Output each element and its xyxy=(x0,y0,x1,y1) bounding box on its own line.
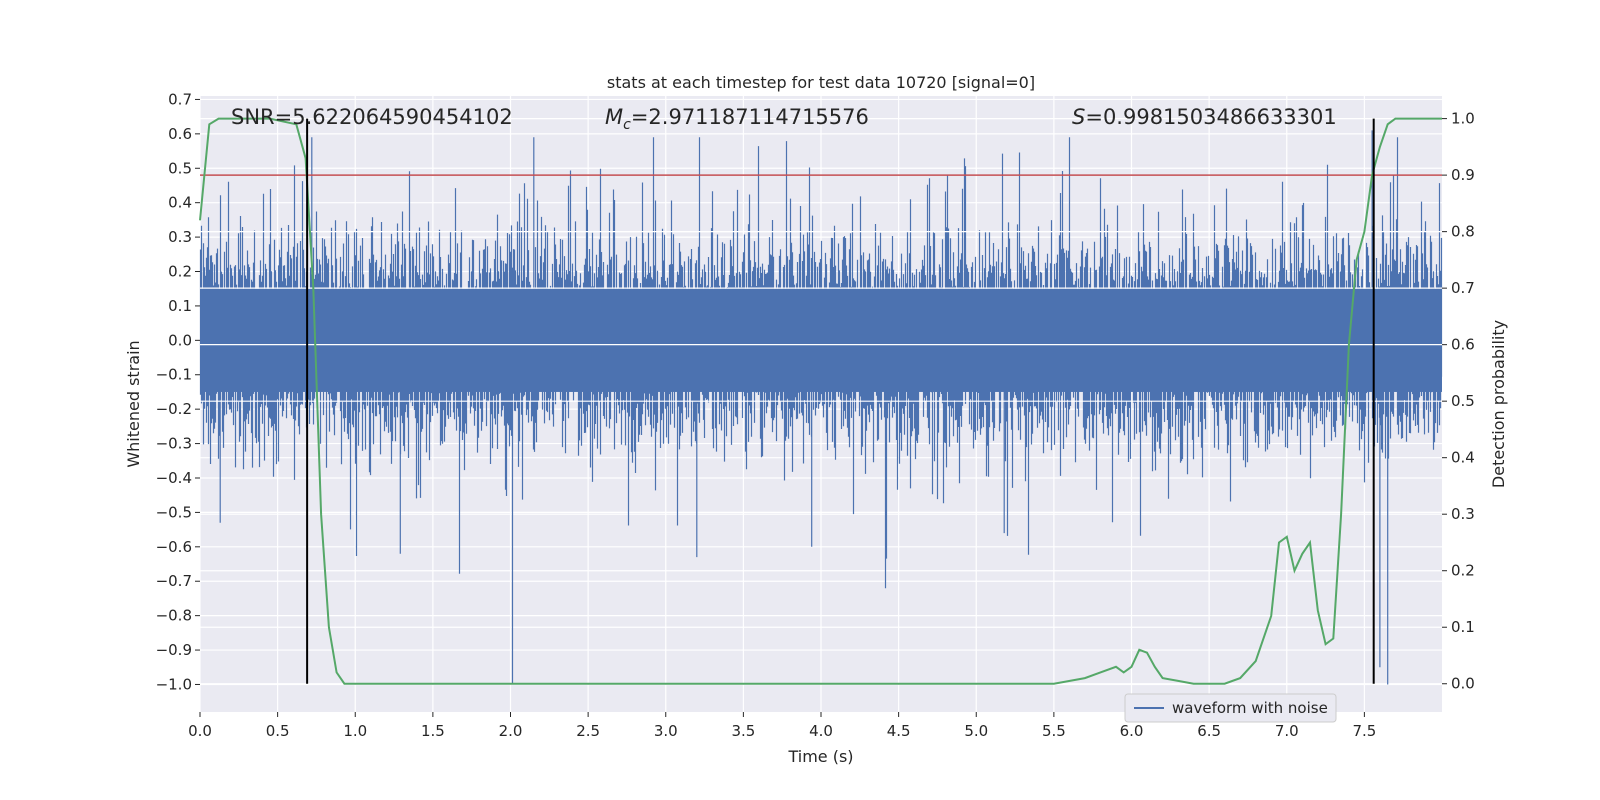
mc-symbol: M xyxy=(605,105,623,129)
y-tick-label-left: −0.5 xyxy=(156,503,192,521)
y-tick-label-left: −0.4 xyxy=(156,469,192,487)
x-tick-label: 4.0 xyxy=(809,722,833,740)
x-tick-label: 7.5 xyxy=(1352,722,1376,740)
x-axis-label: Time (s) xyxy=(787,747,853,766)
y-tick-label-right: 0.1 xyxy=(1451,618,1475,636)
y-tick-label-left: −0.8 xyxy=(156,607,192,625)
x-tick-label: 3.5 xyxy=(731,722,755,740)
legend-label: waveform with noise xyxy=(1172,699,1328,717)
y-tick-label-left: 0.0 xyxy=(168,331,192,349)
y-tick-label-left: −0.3 xyxy=(156,435,192,453)
y-tick-label-left: 0.7 xyxy=(168,90,192,108)
x-tick-label: 1.0 xyxy=(343,722,367,740)
x-tick-label: 0.0 xyxy=(188,722,212,740)
probability-line xyxy=(199,117,1442,685)
x-tick-label: 2.5 xyxy=(576,722,600,740)
y-tick-label-left: 0.5 xyxy=(168,159,192,177)
s-annotation: S=0.9981503486633301 xyxy=(1072,105,1337,129)
y-tick-label-left: −0.6 xyxy=(156,538,192,556)
x-tick-label: 3.0 xyxy=(654,722,678,740)
mc-subscript: c xyxy=(623,117,631,133)
s-value: =0.9981503486633301 xyxy=(1085,105,1336,129)
y-tick-label-right: 0.7 xyxy=(1451,279,1475,297)
x-tick-label: 6.0 xyxy=(1120,722,1144,740)
chart-title: stats at each timestep for test data 107… xyxy=(607,73,1035,92)
waveform-body xyxy=(200,288,1442,392)
y-tick-label-right: 1.0 xyxy=(1451,110,1475,128)
x-tick-label: 7.0 xyxy=(1275,722,1299,740)
y-tick-label-left: −1.0 xyxy=(156,675,192,693)
mc-annotation: Mc=2.971187114715576 xyxy=(605,105,869,133)
y-tick-label-left: 0.2 xyxy=(168,263,192,281)
y-tick-label-right: 0.2 xyxy=(1451,562,1475,580)
y-tick-label-right: 0.8 xyxy=(1451,223,1475,241)
y-tick-label-left: 0.3 xyxy=(168,228,192,246)
legend-box xyxy=(1124,693,1337,723)
mc-value: =2.971187114715576 xyxy=(631,105,869,129)
y-tick-label-right: 0.0 xyxy=(1451,675,1475,693)
x-tick-label: 4.5 xyxy=(887,722,911,740)
s-symbol: S xyxy=(1072,105,1085,129)
y-axis-label-right: Detection probability xyxy=(1489,320,1508,488)
y-tick-label-left: 0.4 xyxy=(168,194,192,212)
y-tick-label-left: 0.1 xyxy=(168,297,192,315)
x-tick-label: 6.5 xyxy=(1197,722,1221,740)
y-tick-label-right: 0.4 xyxy=(1451,449,1475,467)
y-axis-label-left: Whitened strain xyxy=(124,340,143,467)
waveform-series xyxy=(199,130,1443,685)
y-tick-label-left: 0.6 xyxy=(168,125,192,143)
x-tick-label: 1.5 xyxy=(421,722,445,740)
axes: 0.0 0.5 1.0 1.5 2.0 2.5 3.0 3.5 4.0 4.5 5.0 5.5 6.0 6… xyxy=(156,90,1475,740)
x-tick-label: 5.5 xyxy=(1042,722,1066,740)
y-tick-label-right: 0.6 xyxy=(1451,336,1475,354)
x-tick-label: 0.5 xyxy=(266,722,290,740)
y-tick-label-left: −0.9 xyxy=(156,641,192,659)
y-tick-label-left: −0.1 xyxy=(156,366,192,384)
snr-annotation: SNR=5.622064590454102 xyxy=(231,105,513,129)
y-tick-label-right: 0.5 xyxy=(1451,392,1475,410)
legend: waveform with noise xyxy=(1124,693,1337,723)
y-tick-label-left: −0.7 xyxy=(156,572,192,590)
x-tick-label: 5.0 xyxy=(964,722,988,740)
y-tick-label-left: −0.2 xyxy=(156,400,192,418)
x-tick-label: 2.0 xyxy=(499,722,523,740)
y-tick-label-right: 0.9 xyxy=(1451,166,1475,184)
y-tick-label-right: 0.3 xyxy=(1451,505,1475,523)
probability-overlay xyxy=(199,117,1442,685)
